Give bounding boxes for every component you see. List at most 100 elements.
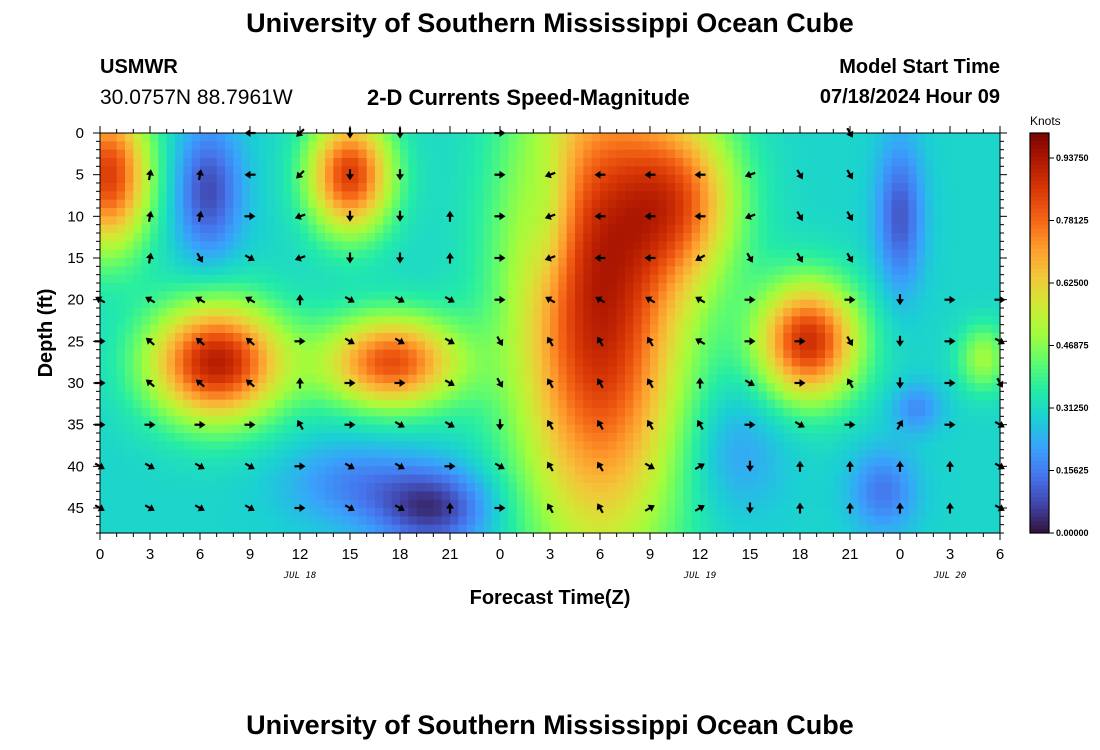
heatmap-cell — [475, 358, 484, 367]
heatmap-cell — [566, 524, 576, 534]
heatmap-cell — [733, 408, 743, 417]
heatmap-cell — [133, 283, 143, 292]
heatmap-cell — [458, 458, 468, 467]
heatmap-cell — [766, 316, 776, 326]
heatmap-cell — [708, 199, 718, 209]
heatmap-cell — [283, 174, 293, 184]
heatmap-cell — [308, 258, 318, 267]
heatmap-cell — [208, 174, 218, 184]
heatmap-cell — [808, 391, 818, 401]
heatmap-cell — [350, 258, 359, 267]
heatmap-cell — [708, 241, 718, 251]
heatmap-cell — [166, 516, 176, 526]
heatmap-cell — [433, 324, 443, 334]
heatmap-cell — [841, 133, 851, 142]
heatmap-cell — [208, 424, 218, 434]
heatmap-cell — [833, 491, 843, 501]
heatmap-cell — [666, 524, 676, 534]
heatmap-cell — [166, 249, 176, 259]
heatmap-cell — [183, 449, 193, 459]
heatmap-cell — [258, 216, 268, 226]
heatmap-cell — [133, 199, 143, 209]
heatmap-cell — [583, 474, 593, 484]
heatmap-cell — [275, 433, 284, 442]
heatmap-cell — [541, 274, 551, 284]
heatmap-cell — [450, 166, 459, 176]
heatmap-cell — [408, 458, 418, 467]
heatmap-cell — [575, 174, 584, 184]
heatmap-cell — [316, 474, 326, 484]
heatmap-cell — [116, 458, 126, 467]
heatmap-cell — [241, 516, 251, 526]
heatmap-cell — [858, 466, 868, 476]
heatmap-cell — [316, 308, 326, 317]
heatmap-cell — [791, 258, 801, 267]
heatmap-cell — [441, 424, 451, 434]
heatmap-cell — [158, 149, 168, 159]
heatmap-cell — [116, 466, 126, 476]
heatmap-cell — [141, 208, 151, 217]
heatmap-cell — [725, 483, 734, 492]
heatmap-cell — [750, 341, 759, 351]
heatmap-cell — [100, 308, 109, 317]
heatmap-cell — [458, 433, 468, 442]
heatmap-cell — [783, 441, 793, 451]
heatmap-cell — [225, 233, 234, 242]
heatmap-cell — [833, 508, 843, 517]
heatmap-cell — [891, 441, 901, 451]
heatmap-cell — [533, 208, 543, 217]
heatmap-cell — [908, 408, 918, 417]
heatmap-cell — [250, 274, 259, 284]
heatmap-cell — [450, 291, 459, 301]
heatmap-cell — [758, 191, 768, 201]
heatmap-cell — [883, 266, 893, 276]
heatmap-cell — [625, 141, 634, 151]
heatmap-cell — [758, 216, 768, 226]
heatmap-cell — [275, 516, 284, 526]
heatmap-cell — [408, 266, 418, 276]
heatmap-cell — [958, 208, 968, 217]
heatmap-cell — [358, 408, 368, 417]
heatmap-cell — [775, 466, 784, 476]
heatmap-cell — [133, 266, 143, 276]
heatmap-cell — [466, 191, 476, 201]
heatmap-cell — [241, 358, 251, 367]
heatmap-cell — [433, 224, 443, 234]
heatmap-cell — [816, 483, 826, 492]
heatmap-cell — [133, 408, 143, 417]
heatmap-cell — [583, 299, 593, 309]
heatmap-cell — [908, 491, 918, 501]
heatmap-cell — [933, 474, 943, 484]
heatmap-cell — [833, 316, 843, 326]
heatmap-cell — [175, 266, 184, 276]
heatmap-cell — [375, 449, 384, 459]
heatmap-cell — [300, 458, 309, 467]
heatmap-cell — [558, 249, 568, 259]
heatmap-cell — [616, 324, 626, 334]
heatmap-cell — [216, 516, 226, 526]
heatmap-cell — [400, 483, 409, 492]
heatmap-cell — [183, 158, 193, 167]
heatmap-cell — [516, 174, 526, 184]
heatmap-cell — [283, 374, 293, 384]
heatmap-cell — [925, 133, 934, 142]
heatmap-cell — [108, 491, 118, 501]
heatmap-cell — [100, 499, 109, 509]
heatmap-cell — [433, 233, 443, 242]
heatmap-cell — [650, 274, 659, 284]
heatmap-cell — [708, 508, 718, 517]
heatmap-cell — [916, 158, 926, 167]
heatmap-cell — [150, 516, 159, 526]
heatmap-cell — [850, 208, 859, 217]
heatmap-cell — [775, 483, 784, 492]
heatmap-cell — [291, 366, 301, 376]
heatmap-cell — [833, 299, 843, 309]
heatmap-cell — [358, 258, 368, 267]
heatmap-cell — [583, 233, 593, 242]
heatmap-cell — [466, 466, 476, 476]
heatmap-cell — [850, 416, 859, 426]
heatmap-cell — [375, 383, 384, 392]
heatmap-cell — [133, 491, 143, 501]
heatmap-cell — [125, 416, 134, 426]
heatmap-cell — [266, 433, 276, 442]
